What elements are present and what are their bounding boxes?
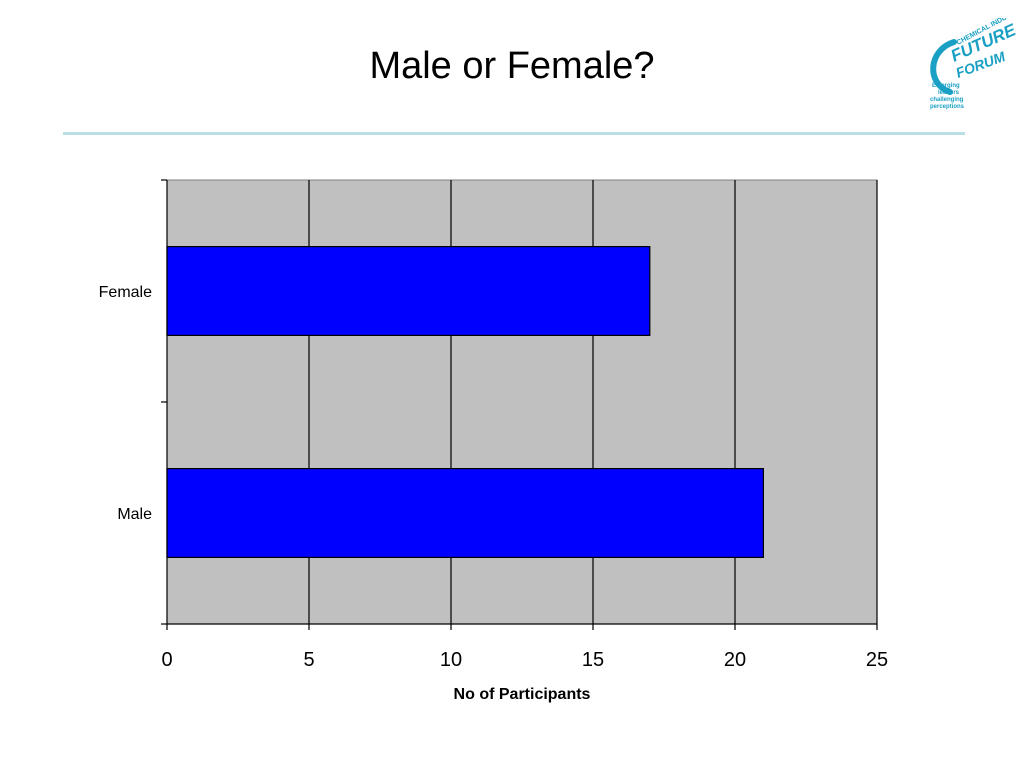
x-tick-label-4: 20 [724, 649, 746, 671]
title-divider [63, 132, 965, 135]
slide-title: Male or Female? [369, 45, 655, 87]
future-forum-logo: CHEMICAL INDUSTRIES FUTURE FORUM Emergin… [930, 18, 1020, 110]
x-tick-label-2: 10 [440, 649, 462, 671]
x-axis-title: No of Participants [454, 686, 591, 703]
category-label-female: Female [99, 284, 152, 301]
logo-tagline-3: challenging [930, 97, 964, 103]
logo-tagline-1: Emerging [932, 83, 960, 89]
x-tick-label-1: 5 [303, 649, 314, 671]
bar-male [166, 468, 765, 559]
x-tick-label-0: 0 [161, 649, 172, 671]
logo-swoosh-icon [930, 39, 957, 95]
x-tick-label-5: 25 [866, 649, 888, 671]
logo-tagline-4: perceptions [930, 104, 965, 110]
bar-female [166, 246, 651, 337]
category-label-male: Male [117, 506, 152, 523]
logo-tagline-2: leaders [938, 90, 960, 96]
x-tick-label-3: 15 [582, 649, 604, 671]
